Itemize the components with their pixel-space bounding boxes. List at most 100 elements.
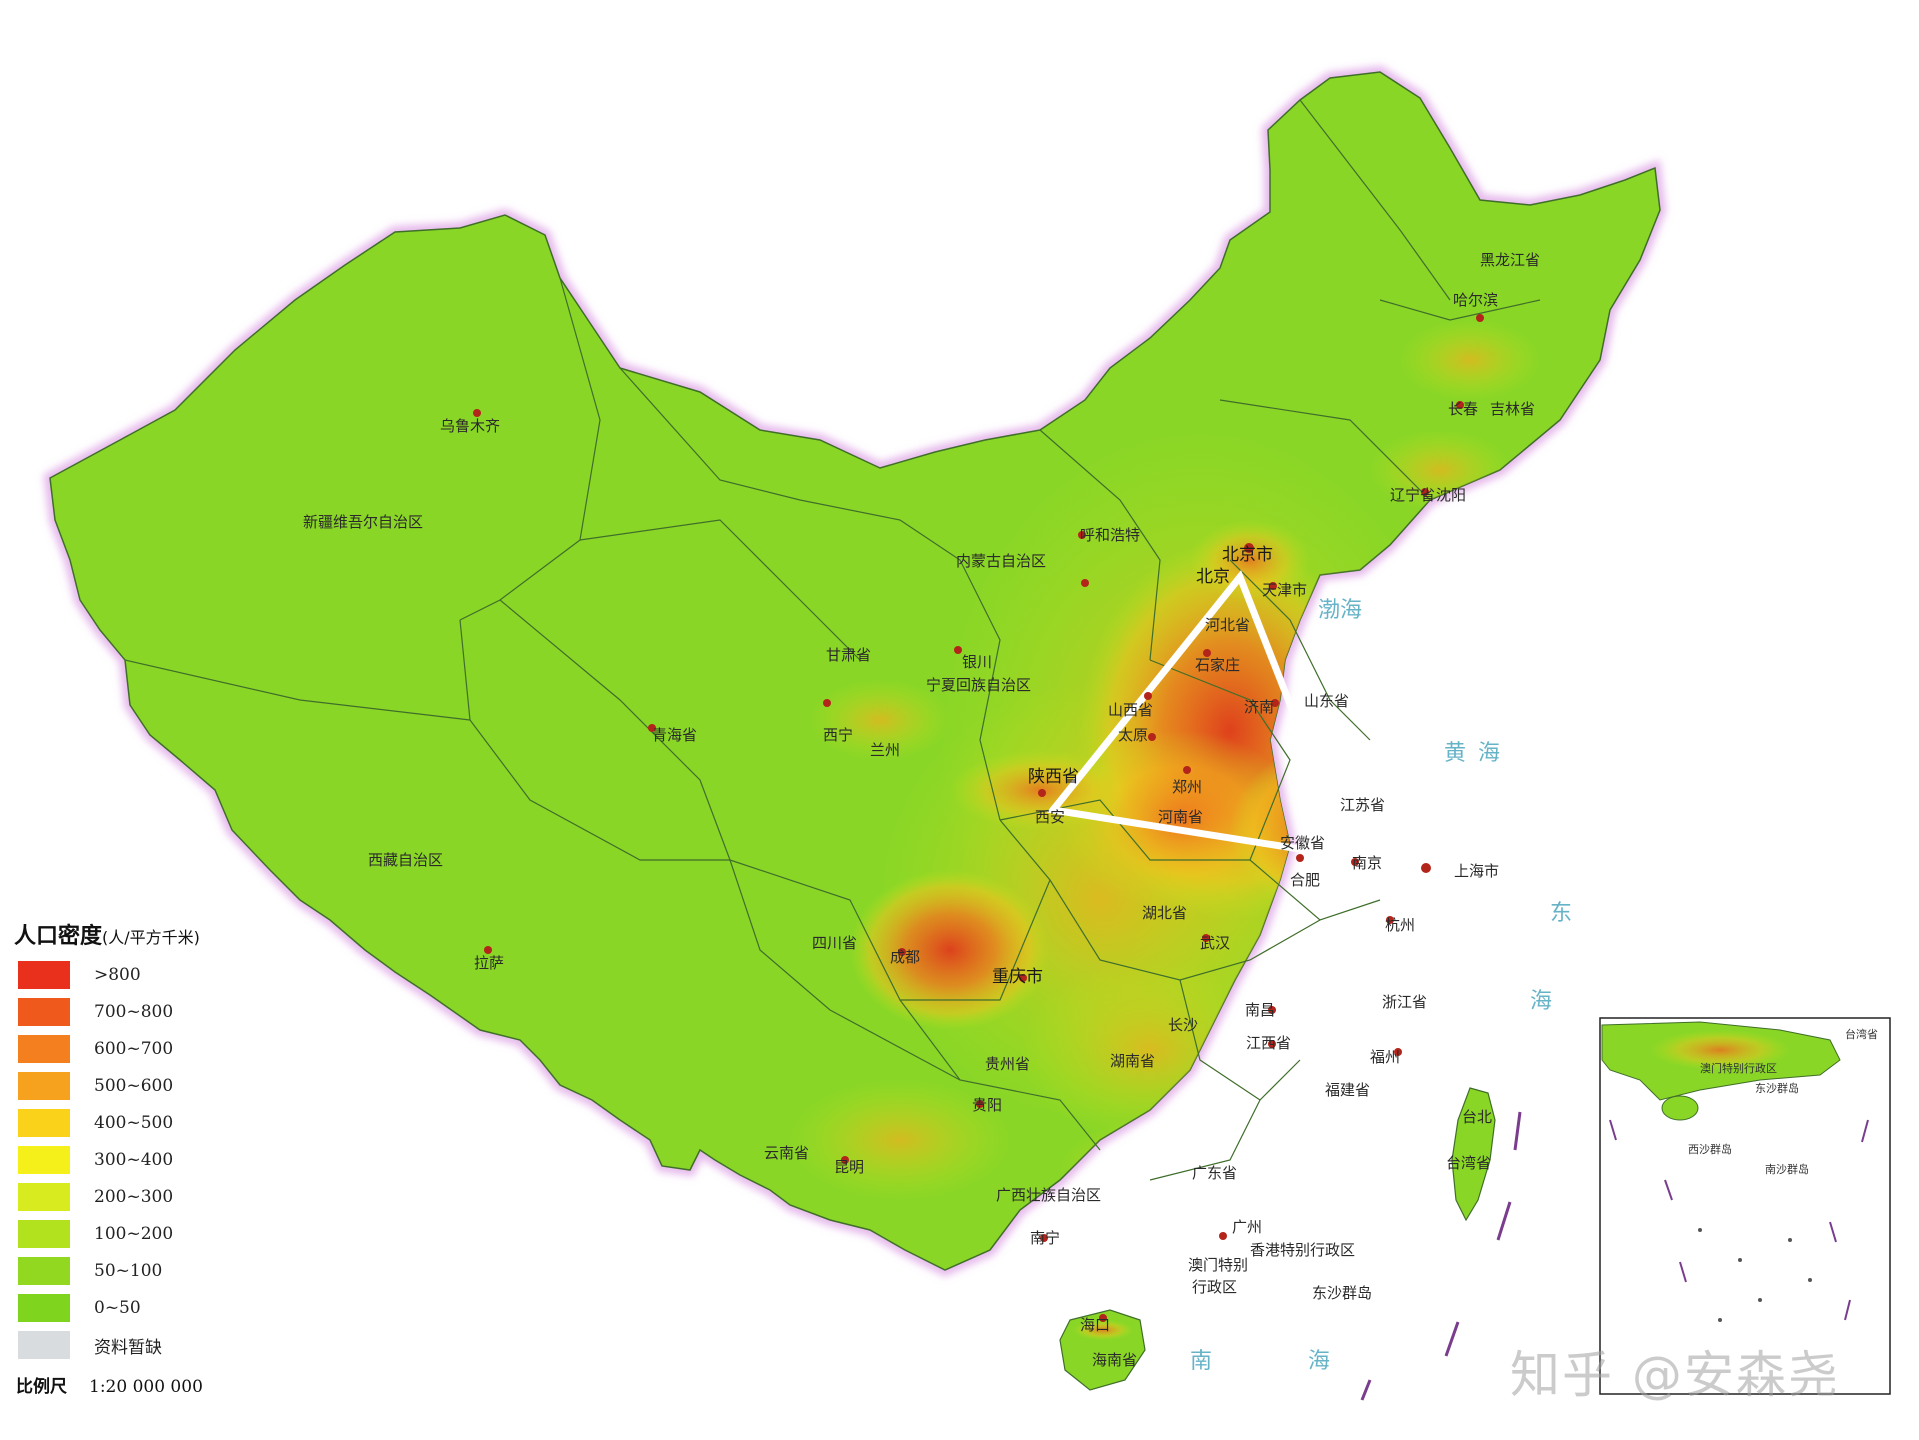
legend-item: 400~500 [18,1108,173,1138]
label-xinjiang: 新疆维吾尔自治区 [303,513,423,531]
label-jinan: 济南 [1244,698,1274,716]
label-anhui: 安徽省 [1280,834,1325,852]
label-donghai-2: 海 [1530,989,1552,1014]
legend-swatch [18,1257,70,1285]
legend-swatch [18,1294,70,1322]
legend: 人口密度(人/平方千米) >800 700~800 600~700 500~600 40… [14,918,274,1359]
legend-label: 资料暂缺 [94,1337,162,1358]
legend-label: 700~800 [94,1002,174,1022]
label-tianjin: 天津市 [1262,581,1307,599]
watermark: 知乎 @安森尧 [1510,1346,1840,1404]
label-hainan: 海南省 [1092,1351,1137,1369]
label-guangzhou: 广州 [1232,1218,1262,1236]
taiwan-island [1451,1087,1496,1222]
label-macao-2: 行政区 [1192,1278,1237,1296]
legend-swatch [18,1220,70,1248]
label-guiyang: 贵阳 [972,1096,1002,1114]
label-heilongjiang: 黑龙江省 [1480,251,1540,269]
label-yunnan: 云南省 [764,1144,809,1162]
label-hebei: 河北省 [1205,616,1250,634]
legend-swatch [18,961,70,989]
label-zhejiang: 浙江省 [1382,993,1427,1011]
legend-item: 100~200 [18,1219,173,1249]
province-borders [124,99,1541,1181]
label-fuzhou: 福州 [1370,1048,1400,1066]
label-shanxi: 山西省 [1108,701,1153,719]
legend-item: 500~600 [18,1071,173,1101]
legend-swatch [18,1331,70,1359]
label-yinchuan: 银川 [962,653,992,671]
label-hangzhou: 杭州 [1385,916,1415,934]
label-xining: 西宁 [823,726,853,744]
label-nanhai-1: 南 [1190,1349,1212,1374]
label-hefei: 合肥 [1290,871,1320,889]
label-changchun: 长春 [1448,400,1478,418]
label-qinghai: 青海省 [652,726,697,744]
label-harbin: 哈尔滨 [1453,291,1498,309]
legend-item: 资料暂缺 [18,1330,162,1360]
label-gansu: 甘肃省 [826,646,871,664]
label-macao-1: 澳门特别 [1188,1256,1248,1274]
label-shijiazhuang: 石家庄 [1195,656,1240,674]
label-beijing: 北京市 [1222,545,1273,565]
label-jiangsu: 江苏省 [1340,796,1385,814]
label-nanning: 南宁 [1030,1229,1060,1247]
legend-swatch [18,1146,70,1174]
legend-item: 700~800 [18,997,173,1027]
inset-label-dongsha: 东沙群岛 [1755,1081,1799,1095]
label-urumqi: 乌鲁木齐 [440,417,500,435]
label-fujian: 福建省 [1325,1081,1370,1099]
label-xian: 西安 [1035,808,1065,826]
label-shaanxi: 陕西省 [1028,767,1079,787]
label-donghai-1: 东 [1550,901,1572,926]
legend-label: 200~300 [94,1187,174,1207]
inset-label-nansha: 南沙群岛 [1765,1162,1809,1176]
legend-item: 50~100 [18,1256,162,1286]
label-lhasa: 拉萨 [474,954,504,972]
legend-label: 500~600 [94,1076,174,1096]
inset-label-taiwan: 台湾省 [1845,1027,1878,1041]
label-wuhan: 武汉 [1200,934,1230,952]
legend-label: 0~50 [94,1298,141,1318]
label-hubei: 湖北省 [1142,904,1187,922]
legend-swatch [18,1035,70,1063]
label-neimenggu: 内蒙古自治区 [956,552,1046,570]
label-huanghai-2: 海 [1478,741,1500,766]
label-hongkong: 香港特别行政区 [1250,1241,1355,1259]
label-nanhai-2: 海 [1308,1349,1330,1374]
maritime-boundary-dashes [1360,1111,1522,1401]
label-hunan: 湖南省 [1110,1052,1155,1070]
label-guizhou: 贵州省 [985,1055,1030,1073]
label-kunming: 昆明 [834,1158,864,1176]
scale-bar: 比例尺 1:20 000 000 [16,1372,203,1397]
label-nanchang: 南昌 [1245,1001,1275,1019]
label-shanghai: 上海市 [1454,862,1499,880]
legend-label: 600~700 [94,1039,174,1059]
label-huanghai-1: 黄 [1444,741,1466,766]
legend-item: 200~300 [18,1182,173,1212]
label-jilin: 吉林省 [1490,400,1535,418]
legend-label: 400~500 [94,1113,174,1133]
legend-swatch [18,1072,70,1100]
label-shenyang: 沈阳 [1436,486,1466,504]
label-haikou: 海口 [1080,1316,1110,1334]
legend-title: 人口密度(人/平方千米) [14,918,274,950]
label-bohai: 渤海 [1318,598,1362,623]
legend-item: >800 [18,960,141,990]
label-xizang: 西藏自治区 [368,851,443,869]
scale-value: 1:20 000 000 [89,1377,203,1397]
legend-label: >800 [94,965,141,985]
label-guangxi: 广西壮族自治区 [996,1186,1101,1204]
legend-unit: (人/平方千米) [102,928,200,947]
inset-label-macao: 澳门特别行政区 [1700,1061,1777,1075]
label-taibei: 台北 [1462,1108,1492,1126]
south-china-sea-inset: 澳门特别行政区 台湾省 东沙群岛 西沙群岛 南沙群岛 [1599,1017,1891,1395]
label-chongqing: 重庆市 [992,967,1043,987]
label-zhengzhou: 郑州 [1172,778,1202,796]
label-lanzhou: 兰州 [870,741,900,759]
legend-label: 100~200 [94,1224,174,1244]
label-jiangxi: 江西省 [1246,1034,1291,1052]
inset-label-xisha: 西沙群岛 [1688,1142,1732,1156]
label-beijing-city: 北京 [1196,567,1230,587]
